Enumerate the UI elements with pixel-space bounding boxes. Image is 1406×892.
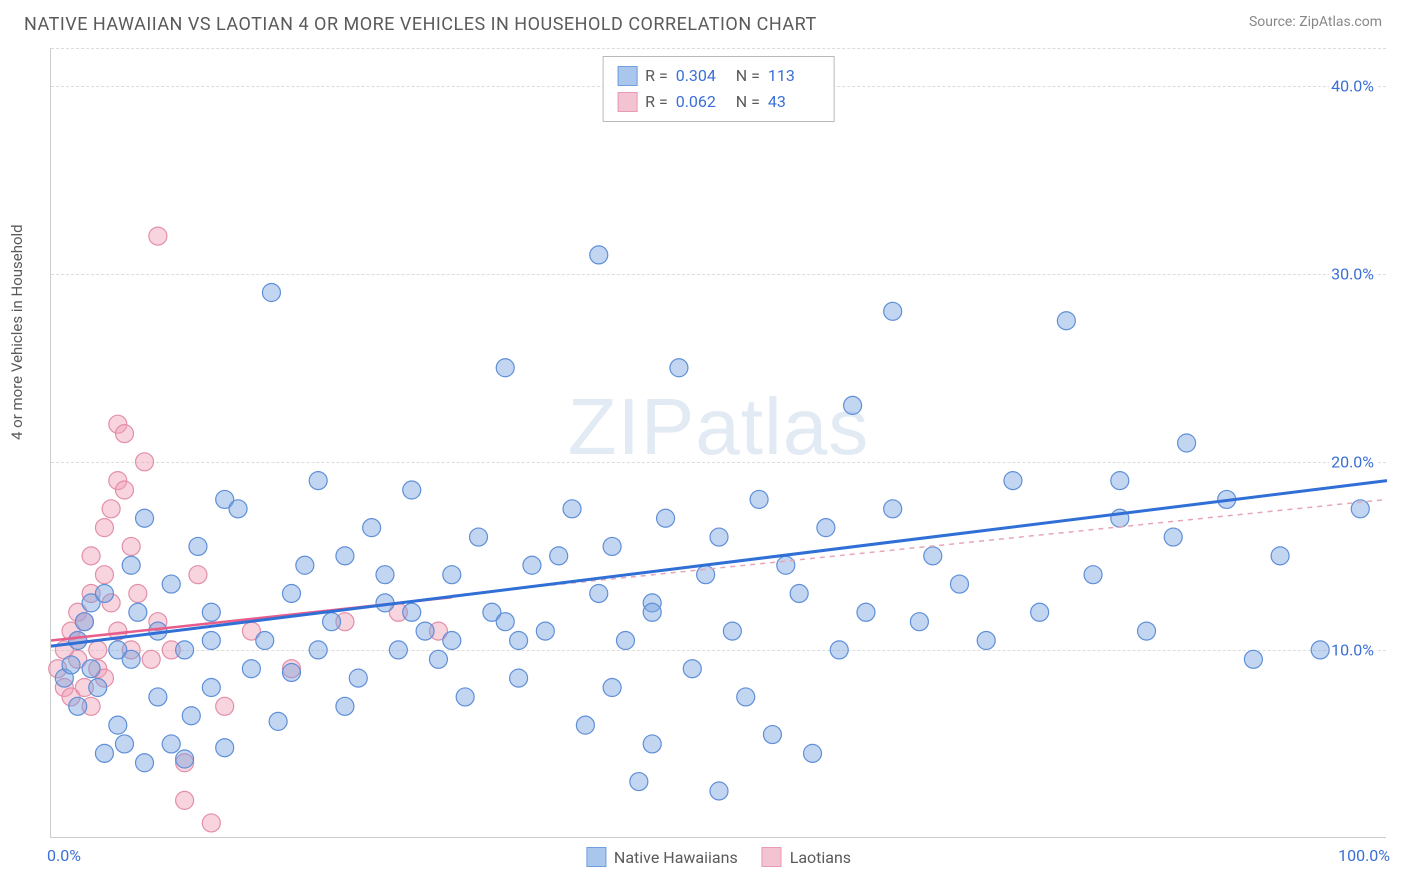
x-tick-min: 0.0%: [47, 846, 81, 865]
legend-item-hawaiian: Native Hawaiians: [586, 847, 738, 867]
correlation-stats-box: R = 0.304 N = 113 R = 0.062 N = 43: [602, 56, 835, 122]
n-value-hawaiian: 113: [768, 63, 820, 89]
source-attribution: Source: ZipAtlas.com: [1249, 14, 1382, 30]
stats-row-hawaiian: R = 0.304 N = 113: [617, 63, 820, 89]
chart-title: NATIVE HAWAIIAN VS LAOTIAN 4 OR MORE VEH…: [24, 14, 817, 35]
stats-row-laotian: R = 0.062 N = 43: [617, 89, 820, 115]
swatch-laotian: [617, 92, 637, 112]
swatch-hawaiian: [617, 66, 637, 86]
y-axis-label: 4 or more Vehicles in Household: [8, 224, 26, 440]
legend-label-hawaiian: Native Hawaiians: [614, 848, 738, 867]
legend: Native Hawaiians Laotians: [586, 847, 851, 867]
chart-area: ZIPatlas 10.0%20.0%30.0%40.0% R = 0.304 …: [50, 48, 1386, 838]
r-value-hawaiian: 0.304: [676, 63, 728, 89]
x-tick-max: 100.0%: [1338, 846, 1390, 865]
legend-item-laotian: Laotians: [762, 847, 851, 867]
legend-swatch-laotian: [762, 847, 782, 867]
n-value-laotian: 43: [768, 89, 820, 115]
r-value-laotian: 0.062: [676, 89, 728, 115]
plot-area: ZIPatlas 10.0%20.0%30.0%40.0% R = 0.304 …: [50, 48, 1386, 838]
legend-swatch-hawaiian: [586, 847, 606, 867]
scatter-svg: [51, 48, 1386, 837]
legend-label-laotian: Laotians: [790, 848, 851, 867]
